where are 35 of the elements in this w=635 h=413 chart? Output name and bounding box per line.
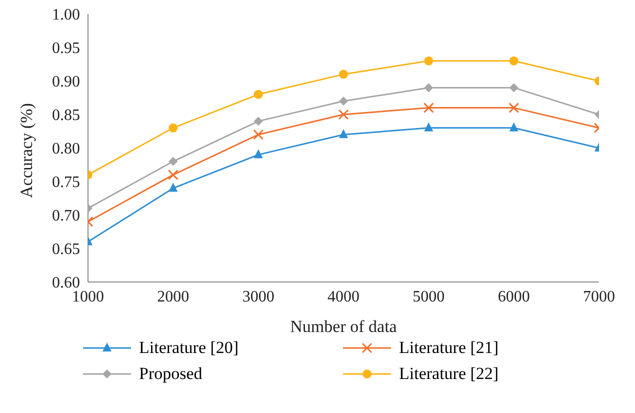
x-tick-label: 3000 [242,288,274,306]
point [339,96,348,106]
point [168,123,178,132]
x-tick-label: 5000 [412,288,445,306]
point [168,156,178,166]
y-tick-label: 0.70 [52,208,80,225]
legend-label: Literature [21] [399,338,499,358]
point [339,70,348,79]
y-tick-label: 0.80 [52,140,80,158]
point [424,122,434,132]
x-tick-label: 7000 [583,288,615,306]
y-tick-label: 1.00 [52,6,80,24]
point [509,83,518,92]
point [254,149,263,158]
point [509,56,518,66]
y-axis-title: Accuracy (%) [17,103,36,198]
y-tick-label: 0.85 [52,107,80,124]
point [509,122,518,132]
legend-label: Literature [22] [399,364,499,384]
x-axis-title: Number of data [290,317,398,336]
point [424,83,434,92]
y-tick-label: 0.90 [52,74,80,91]
point [254,90,263,99]
y-tick-label: 0.65 [52,241,80,258]
y-tick-label: 0.95 [52,40,80,58]
point [339,129,348,138]
y-tick-label: 0.75 [52,174,80,192]
x-tick-label: 2000 [157,288,190,306]
point [168,182,178,192]
legend-label: Proposed [139,364,202,384]
legend-label: Literature [20] [139,338,239,358]
point [424,56,434,66]
point [254,116,263,126]
x-tick-label: 6000 [498,288,530,306]
x-tick-label: 4000 [328,288,360,306]
